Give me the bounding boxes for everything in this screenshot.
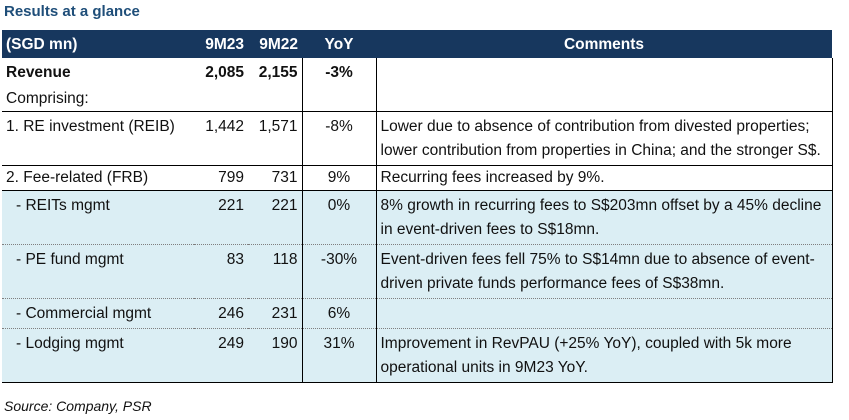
- header-yoy: YoY: [302, 30, 376, 58]
- table-row-reib: 1. RE investment (REIB) 1,442 1,571 -8% …: [2, 111, 833, 166]
- table-row-comprising: Comprising:: [2, 87, 833, 112]
- row-9m23: 83: [194, 244, 248, 299]
- row-label: - PE fund mgmt: [2, 244, 194, 299]
- row-9m23: 246: [194, 298, 248, 329]
- row-9m23: 799: [194, 165, 248, 191]
- row-comment: Improvement in RevPAU (+25% YoY), couple…: [375, 328, 833, 383]
- table-row-reits-mgmt: - REITs mgmt 221 221 0% 8% growth in rec…: [2, 190, 833, 245]
- row-comment: Recurring fees increased by 9%.: [375, 165, 833, 191]
- row-9m22: 118: [248, 244, 302, 299]
- row-9m23: 221: [194, 190, 248, 245]
- header-comments: Comments: [376, 30, 832, 58]
- row-yoy: 0%: [301, 190, 376, 245]
- header-unit-label: (SGD mn): [2, 30, 194, 58]
- table-title: Results at a glance: [4, 3, 140, 20]
- table-row-lodging-mgmt: - Lodging mgmt 249 190 31% Improvement i…: [2, 328, 833, 383]
- row-label: 1. RE investment (REIB): [2, 111, 194, 166]
- row-comment: [375, 298, 833, 329]
- row-comment: [375, 58, 833, 87]
- row-comment: Event-driven fees fell 75% to S$14mn due…: [375, 244, 833, 299]
- row-9m23: [194, 87, 248, 112]
- row-comment: Lower due to absence of contribution fro…: [375, 111, 833, 166]
- header-9m23: 9M23: [194, 30, 248, 58]
- row-9m22: 1,571: [248, 111, 302, 166]
- row-label: - REITs mgmt: [2, 190, 194, 245]
- table-header-row: (SGD mn) 9M23 9M22 YoY Comments: [2, 30, 832, 58]
- row-yoy: -30%: [301, 244, 376, 299]
- row-yoy: 6%: [301, 298, 376, 329]
- row-label: Comprising:: [6, 90, 89, 107]
- table-row-frb: 2. Fee-related (FRB) 799 731 9% Recurrin…: [2, 165, 833, 191]
- row-9m22: 221: [248, 190, 302, 245]
- row-yoy: -8%: [301, 111, 376, 166]
- row-yoy: 31%: [301, 328, 376, 383]
- row-yoy: 9%: [301, 165, 376, 191]
- row-label: - Lodging mgmt: [2, 328, 194, 383]
- row-comment: 8% growth in recurring fees to S$203mn o…: [375, 190, 833, 245]
- row-9m22: 190: [248, 328, 302, 383]
- row-9m22: [248, 87, 302, 112]
- row-label: Revenue: [6, 64, 71, 81]
- table-row-revenue: Revenue 2,085 2,155 -3%: [2, 58, 833, 87]
- row-9m23: 1,442: [194, 111, 248, 166]
- row-9m23: 2,085: [205, 64, 244, 81]
- row-label: 2. Fee-related (FRB): [2, 165, 194, 191]
- row-9m22: 231: [248, 298, 302, 329]
- row-comment: [375, 87, 833, 112]
- source-note: Source: Company, PSR: [4, 398, 152, 414]
- row-label: - Commercial mgmt: [2, 298, 194, 329]
- table-row-pe-fund-mgmt: - PE fund mgmt 83 118 -30% Event-driven …: [2, 244, 833, 299]
- row-9m23: 249: [194, 328, 248, 383]
- row-9m22: 2,155: [258, 64, 298, 81]
- header-9m22: 9M22: [248, 30, 302, 58]
- row-9m22: 731: [248, 165, 302, 191]
- row-yoy: -3%: [301, 58, 376, 87]
- table-row-commercial-mgmt: - Commercial mgmt 246 231 6%: [2, 298, 833, 329]
- results-table: (SGD mn) 9M23 9M22 YoY Comments Revenue …: [2, 30, 833, 383]
- row-yoy: [301, 87, 376, 112]
